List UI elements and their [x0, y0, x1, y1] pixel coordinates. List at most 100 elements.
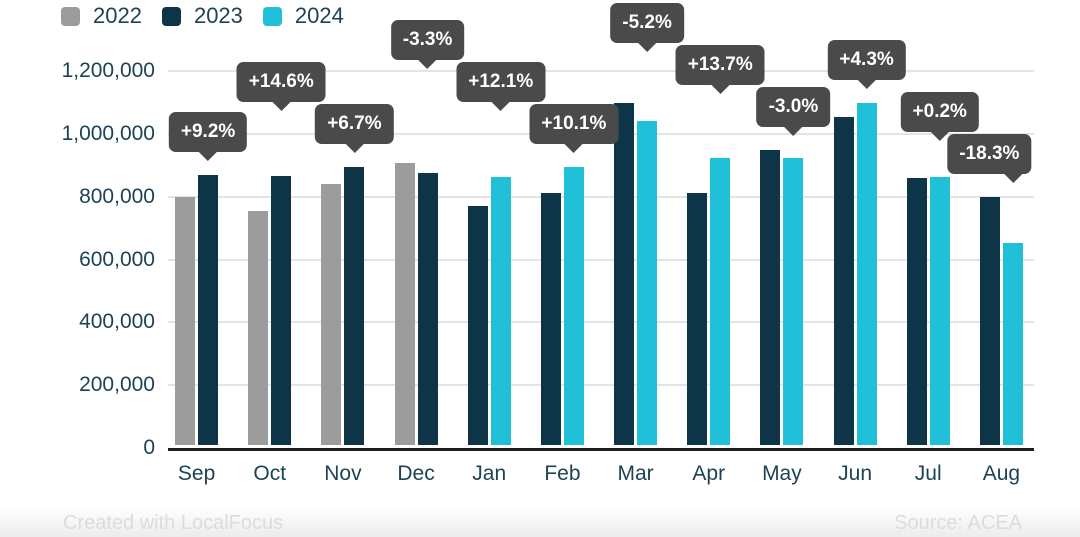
y-tick-label: 400,000: [79, 310, 155, 334]
bar-group-may: [745, 149, 818, 445]
bar-2022-dec[interactable]: [394, 163, 415, 445]
legend: 2022 2023 2024: [61, 3, 344, 29]
x-tick-label-dec: Dec: [397, 462, 435, 485]
legend-swatch-2024: [262, 6, 282, 26]
change-tooltip-sep: +9.2%: [168, 111, 248, 161]
change-tooltip-jun: +4.3%: [827, 39, 906, 89]
bar-2022-nov[interactable]: [321, 184, 342, 445]
x-tick-label-jun: Jun: [838, 462, 872, 485]
bar-2024-jun[interactable]: [856, 102, 877, 445]
change-tooltip-nov: +6.7%: [315, 103, 394, 153]
bar-group-aug: [965, 197, 1038, 445]
gridline: [168, 258, 1034, 261]
footer-strip: [0, 507, 1080, 537]
change-tooltip-jan: +12.1%: [456, 62, 546, 112]
x-tick-label-jan: Jan: [472, 462, 507, 485]
bar-2024-jan[interactable]: [490, 177, 511, 445]
bar-group-feb: [526, 167, 599, 445]
bar-2022-oct[interactable]: [248, 210, 269, 445]
bar-2023-jan[interactable]: [467, 206, 488, 445]
change-tooltip-jul: +0.2%: [900, 92, 979, 142]
x-tick-label-mar: Mar: [617, 462, 654, 485]
change-tooltip-apr: +13.7%: [675, 44, 765, 94]
legend-label: 2023: [193, 3, 243, 28]
y-tick-label: 1,000,000: [61, 121, 155, 145]
bar-2024-aug[interactable]: [1002, 242, 1023, 445]
legend-label: 2022: [93, 3, 142, 28]
change-tooltip-dec: -3.3%: [390, 20, 465, 70]
bar-2024-jul[interactable]: [929, 177, 950, 445]
bar-2023-apr[interactable]: [687, 192, 708, 445]
bar-2023-dec[interactable]: [417, 172, 438, 445]
bar-2023-nov[interactable]: [344, 166, 365, 445]
bar-group-mar: [599, 103, 672, 445]
y-tick-label: 1,200,000: [61, 59, 155, 82]
legend-swatch-2022: [61, 6, 80, 26]
bar-2023-jul[interactable]: [906, 177, 927, 445]
bar-2023-feb[interactable]: [540, 192, 561, 445]
bar-2024-mar[interactable]: [637, 120, 658, 445]
x-tick-label-oct: Oct: [253, 462, 287, 485]
x-tick-label-aug: Aug: [982, 462, 1021, 485]
y-axis: 1,200,000 1,000,000 800,000 600,000 400,000 2…: [0, 60, 155, 459]
x-axis-line: [168, 448, 1034, 451]
x-tick-label-sep: Sep: [177, 462, 216, 485]
legend-item-2024[interactable]: 2024: [262, 3, 344, 29]
bar-2024-apr[interactable]: [710, 157, 731, 445]
gridline: [168, 384, 1034, 387]
change-tooltip-feb: +10.1%: [529, 104, 619, 154]
tooltip-pointer: [784, 126, 803, 136]
bar-2024-may[interactable]: [783, 158, 804, 445]
x-tick-label-jul: Jul: [914, 462, 942, 485]
plot-area: +9.2% +14.6% +6.7% -3.3% +12.1% +10.1% -5.2% +1…: [160, 2, 1038, 451]
y-tick-label: 600,000: [79, 247, 155, 271]
change-tooltip-may: -3.0%: [756, 86, 831, 136]
bar-2024-feb[interactable]: [563, 167, 584, 445]
bar-2023-jun[interactable]: [833, 116, 854, 445]
bar-group-nov: [306, 166, 379, 445]
y-tick-label: 200,000: [79, 373, 155, 397]
tooltip-pointer: [1003, 174, 1022, 184]
bar-2023-sep[interactable]: [198, 174, 219, 445]
tooltip-pointer: [272, 101, 291, 111]
bar-2023-oct[interactable]: [271, 176, 292, 445]
gridline: [168, 195, 1034, 198]
tooltip-pointer: [711, 84, 730, 94]
source-label: Source: ACEA: [894, 512, 1022, 534]
gridline: [168, 321, 1034, 324]
legend-item-2022[interactable]: 2022: [61, 3, 142, 29]
tooltip-pointer: [491, 102, 510, 112]
gridline: [168, 70, 1034, 72]
bar-group-oct: [233, 176, 306, 445]
bar-group-sep: [160, 174, 233, 445]
tooltip-pointer: [857, 79, 876, 89]
legend-label: 2024: [294, 3, 344, 28]
legend-item-2023[interactable]: 2023: [161, 3, 243, 29]
bar-2022-sep[interactable]: [175, 197, 196, 445]
x-tick-label-feb: Feb: [544, 462, 581, 485]
x-tick-label-apr: Apr: [692, 462, 726, 485]
x-tick-label-may: May: [762, 462, 802, 485]
bar-group-apr: [672, 157, 745, 445]
y-tick-label: 800,000: [79, 184, 155, 208]
tooltip-pointer: [199, 151, 218, 161]
x-tick-label-nov: Nov: [324, 462, 362, 485]
localfocus-credit-link[interactable]: Created with LocalFocus: [63, 512, 284, 534]
tooltip-pointer: [345, 143, 364, 153]
tooltip-pointer: [418, 60, 437, 70]
legend-swatch-2023: [161, 6, 181, 26]
change-tooltip-aug: -18.3%: [947, 134, 1032, 184]
x-axis: Sep Oct Nov Dec Jan Feb Mar Apr May Jun Jul Aug: [160, 462, 1038, 492]
tooltip-pointer: [638, 42, 657, 52]
bar-2023-mar[interactable]: [614, 103, 635, 445]
bar-group-jul: [892, 177, 965, 445]
change-tooltip-oct: +14.6%: [236, 61, 326, 111]
bar-group-jun: [819, 102, 892, 445]
bar-2023-may[interactable]: [760, 149, 781, 445]
bar-2023-aug[interactable]: [979, 197, 1000, 445]
bar-group-jan: [453, 177, 526, 445]
tooltip-pointer: [564, 144, 583, 154]
y-tick-label: 0: [143, 436, 155, 459]
tooltip-pointer: [930, 132, 949, 142]
